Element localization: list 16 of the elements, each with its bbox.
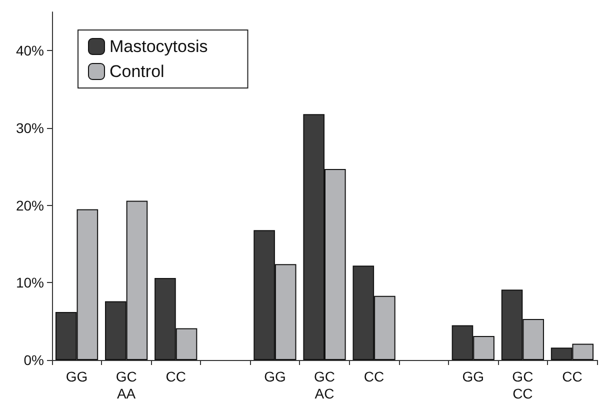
x-tick-label: GC CC [512,368,534,402]
y-tick-label: 20% [16,197,44,214]
x-tick-label: GG [462,368,484,384]
x-tick-label: CC [166,368,186,384]
y-tick-label: 30% [16,120,44,136]
x-tick-label: CC [562,368,582,384]
x-tick-label: CC [364,368,384,384]
x-tick-label: GG [66,368,88,384]
y-tick-label: 40% [16,42,44,59]
x-tick-label: GC AA [116,368,137,402]
x-tick-label: GC AC [314,368,335,402]
legend-label: Mastocytosis [110,37,208,56]
y-tick-label: 10% [16,274,44,291]
y-tick-label: 0% [24,352,44,368]
x-tick-label: GG [264,368,286,384]
legend-label: Control [110,62,164,81]
